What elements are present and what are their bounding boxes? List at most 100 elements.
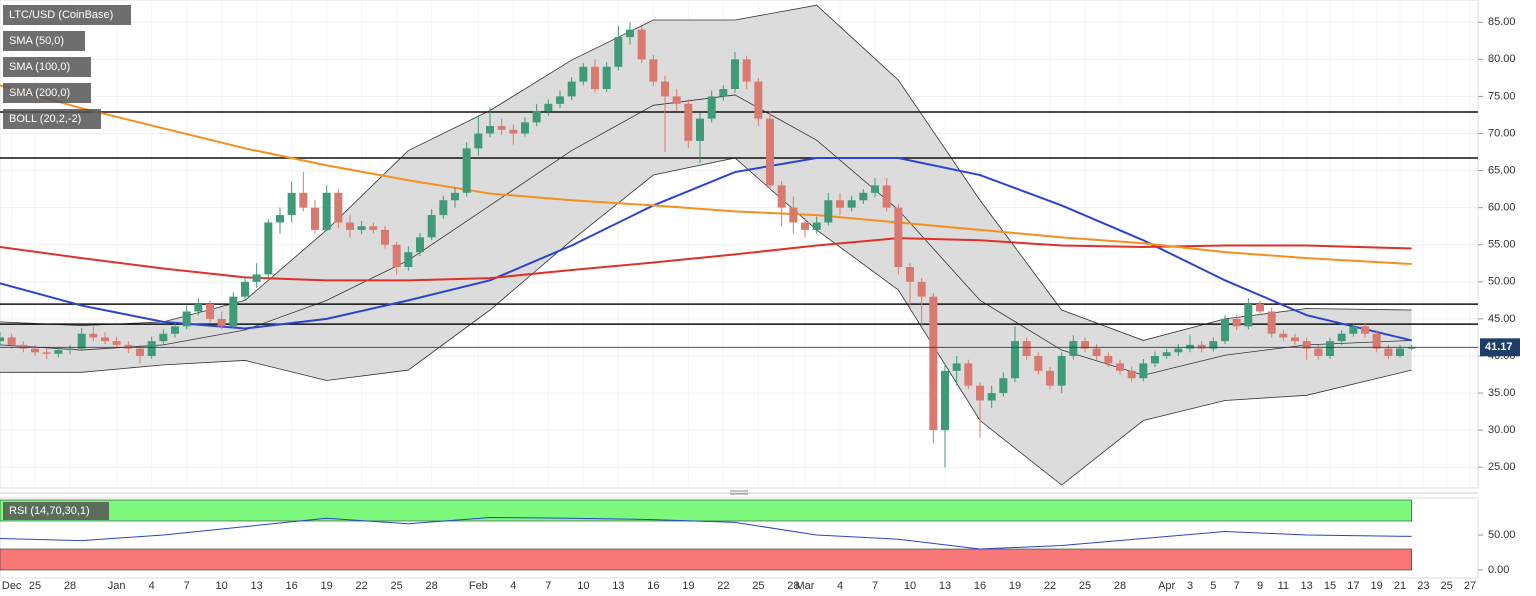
candle-body — [217, 318, 226, 327]
candle-body — [182, 311, 191, 327]
candle-body — [929, 296, 938, 431]
candle-layer — [0, 22, 1416, 468]
candle-body — [1057, 355, 1066, 386]
x-tick-label: 27 — [1464, 580, 1476, 592]
x-tick-label: 13 — [939, 580, 951, 592]
candle-body — [1232, 318, 1241, 327]
candle-body — [264, 222, 273, 275]
x-tick-label: Dec — [2, 580, 22, 592]
candle-body — [287, 192, 296, 216]
candle-body — [1092, 348, 1101, 356]
resize-handle[interactable] — [730, 490, 748, 495]
x-tick-label: Apr — [1158, 580, 1175, 592]
candle-body — [124, 344, 133, 349]
x-tick-label: 25 — [29, 580, 41, 592]
x-tick-label: 7 — [1234, 580, 1240, 592]
y-tick-label: 30.00 — [1488, 424, 1516, 436]
candle-body — [952, 363, 961, 371]
x-tick-label: 23 — [1417, 580, 1429, 592]
candle-body — [626, 29, 634, 38]
rsi-tick-label: 0.00 — [1488, 564, 1509, 576]
x-tick-label: 22 — [717, 580, 729, 592]
x-tick-label: 28 — [64, 580, 76, 592]
x-tick-label: 22 — [356, 580, 368, 592]
candle-body — [532, 111, 541, 123]
candle-body — [416, 237, 424, 253]
legend-box — [3, 502, 109, 520]
legend-box — [3, 109, 101, 129]
x-tick-label: 7 — [184, 580, 190, 592]
legend-box — [3, 5, 131, 25]
candle-body — [381, 229, 389, 245]
candle-body — [696, 118, 704, 141]
x-tick-label: 13 — [612, 580, 624, 592]
candle-body — [66, 348, 74, 351]
x-tick-label: 10 — [216, 580, 228, 592]
x-tick-label: 19 — [1009, 580, 1021, 592]
candle-body — [427, 215, 436, 238]
candle-body — [241, 281, 249, 297]
candle-body — [661, 81, 669, 97]
candle-body — [346, 222, 354, 230]
candle-body — [1127, 370, 1136, 379]
candle-body — [1302, 341, 1311, 349]
candle-body — [1256, 304, 1264, 312]
candle-body — [801, 222, 809, 230]
x-tick-label: 21 — [1394, 580, 1406, 592]
candle-body — [89, 333, 98, 338]
candle-body — [1279, 333, 1288, 338]
candle-body — [462, 148, 471, 193]
candle-body — [987, 393, 996, 401]
axis-layer: 25.00 30.00 35.00 4 0.00 45.00 50.00 55.00 60.00… — [0, 16, 1520, 592]
x-tick-label: Mar — [796, 580, 815, 592]
candle-body — [439, 200, 448, 216]
rsi-tick-label: 50.00 — [1488, 529, 1516, 541]
candle-body — [1116, 363, 1124, 371]
x-tick-label: 25 — [1441, 580, 1453, 592]
candle-body — [474, 133, 483, 149]
x-tick-label: 11 — [1278, 580, 1289, 592]
x-tick-label: 9 — [1257, 580, 1263, 592]
legend-entry: SMA (200,0) — [9, 87, 70, 99]
candle-body — [147, 341, 156, 356]
last-price-label: 41.17 — [1485, 341, 1513, 353]
y-tick-label: 75.00 — [1488, 90, 1516, 102]
x-tick-label: 15 — [1324, 580, 1336, 592]
x-tick-label: 28 — [787, 580, 799, 592]
candle-body — [591, 66, 599, 89]
candle-body — [614, 37, 623, 67]
candle-body — [1384, 348, 1393, 356]
candle-body — [1046, 370, 1054, 386]
candle-body — [894, 207, 903, 267]
candle-body — [159, 333, 168, 342]
y-tick-label: 80.00 — [1488, 53, 1516, 65]
bollinger-middle — [0, 94, 1412, 376]
candle-body — [31, 348, 39, 353]
candle-body — [1174, 348, 1183, 353]
candle-body — [976, 385, 984, 401]
y-tick-label: 55.00 — [1488, 239, 1516, 251]
x-tick-label: 22 — [1044, 580, 1056, 592]
y-tick-label: 45.00 — [1488, 313, 1516, 325]
rsi-oversold-zone — [0, 548, 1412, 571]
legend-entry: BOLL (20,2,-2) — [9, 113, 81, 125]
candle-body — [917, 281, 926, 297]
candle-body — [521, 122, 529, 134]
x-tick-label: 28 — [426, 580, 438, 592]
candle-body — [1081, 341, 1089, 349]
x-tick-label: 19 — [1371, 580, 1383, 592]
x-tick-label: 10 — [904, 580, 916, 592]
sma-line — [0, 237, 1412, 282]
x-tick-label: 7 — [872, 580, 878, 592]
candle-body — [684, 103, 693, 141]
candle-body — [229, 296, 238, 327]
candle-body — [637, 29, 646, 60]
candle-body — [509, 129, 518, 134]
y-tick-label: 85.00 — [1488, 16, 1516, 28]
candle-body — [136, 348, 144, 356]
candle-body — [1372, 333, 1381, 349]
legend-entry: SMA (50,0) — [9, 35, 64, 47]
candle-body — [707, 96, 716, 119]
